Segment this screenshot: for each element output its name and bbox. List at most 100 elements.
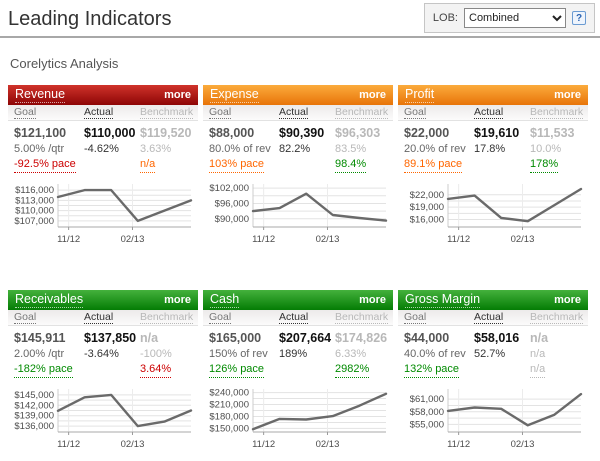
lob-label: LOB: (432, 12, 458, 24)
y-axis-label: $102,000 (209, 183, 249, 194)
top-bar: Leading Indicators LOB: Combined ? (0, 0, 600, 38)
column-headers: Goal Actual Benchmark (398, 105, 588, 121)
actual-column-header: Actual (474, 105, 504, 119)
kpi-values: $88,000 $90,390 $96,303 80.0% of rev 82.… (203, 121, 393, 173)
x-axis-label: 02/13 (316, 439, 340, 450)
goal-pace: 103% pace (209, 158, 265, 173)
column-headers: Goal Actual Benchmark (203, 105, 393, 121)
more-link[interactable]: more (554, 294, 581, 306)
change-row: 20.0% of rev 17.8% 10.0% (398, 143, 588, 158)
trend-line (446, 187, 583, 223)
kpi-card-title: Expense (210, 87, 259, 103)
trend-line (56, 393, 193, 428)
goal-value: $44,000 (404, 331, 450, 345)
y-axis-label: $22,000 (410, 190, 444, 201)
goal-pace: -92.5% pace (14, 158, 76, 173)
kpi-card-header: Cash more (203, 290, 393, 310)
y-axis-label: $116,000 (15, 185, 54, 196)
benchmark-column-header: Benchmark (140, 310, 194, 324)
kpi-card-title: Receivables (15, 292, 84, 308)
page: Leading Indicators LOB: Combined ? Corel… (0, 0, 600, 451)
y-axis-label: $210,000 (209, 400, 249, 411)
change-row: 5.00% /qtr -4.62% 3.63% (8, 143, 198, 158)
goal-pace: 89.1% pace (404, 158, 463, 173)
kpi-values: $44,000 $58,016 n/a 40.0% of rev 52.7% n… (398, 326, 588, 378)
goal-change: 5.00% /qtr (14, 143, 65, 155)
benchmark-value: n/a (140, 331, 159, 345)
column-headers: Goal Actual Benchmark (8, 310, 198, 326)
x-axis-label: 11/12 (57, 234, 80, 245)
y-axis-label: $16,000 (410, 215, 444, 226)
y-axis-label: $19,000 (410, 202, 444, 213)
lob-select[interactable]: Combined (464, 8, 566, 28)
y-axis-label: $142,000 (14, 400, 54, 411)
benchmark-column-header: Benchmark (335, 310, 389, 324)
y-axis-label: $113,000 (15, 195, 54, 206)
cards-grid: Revenue more Goal Actual Benchmark $121,… (0, 85, 600, 451)
more-link[interactable]: more (164, 89, 191, 101)
kpi-card-gross-margin: Gross Margin more Goal Actual Benchmark … (398, 290, 588, 451)
help-icon[interactable]: ? (572, 11, 586, 25)
cards-row-bottom: Receivables more Goal Actual Benchmark $… (8, 290, 600, 451)
actual-value: $58,016 (474, 331, 520, 345)
column-headers: Goal Actual Benchmark (203, 310, 393, 326)
more-link[interactable]: more (359, 294, 386, 306)
benchmark-column-header: Benchmark (140, 105, 194, 119)
change-row: 2.00% /qtr -3.64% -100% (8, 348, 198, 363)
actual-column-header: Actual (279, 310, 309, 324)
column-headers: Goal Actual Benchmark (398, 310, 588, 326)
more-link[interactable]: more (554, 89, 581, 101)
y-axis-label: $58,000 (410, 407, 444, 418)
kpi-card-header: Profit more (398, 85, 588, 105)
actual-column-header: Actual (474, 310, 504, 324)
y-axis-label: $110,000 (15, 206, 54, 217)
goal-column-header: Goal (404, 310, 427, 324)
y-axis-label: $145,000 (14, 390, 54, 401)
actual-change: 82.2% (279, 143, 311, 155)
trend-chart: $61,000 $58,000 $55,000 11/12 02/13 (398, 385, 588, 451)
goal-pace: -182% pace (14, 363, 73, 378)
change-row: 80.0% of rev 82.2% 83.5% (203, 143, 393, 158)
kpi-card-title: Revenue (15, 87, 66, 103)
kpi-card-header: Gross Margin more (398, 290, 588, 310)
y-axis-label: $90,000 (215, 214, 249, 225)
benchmark-change: 10.0% (530, 143, 562, 155)
kpi-values: $165,000 $207,664 $174,826 150% of rev 1… (203, 326, 393, 378)
benchmark-change: n/a (530, 348, 546, 360)
kpi-values: $22,000 $19,610 $11,533 20.0% of rev 17.… (398, 121, 588, 173)
actual-change: 52.7% (474, 348, 506, 360)
x-axis-label: 11/12 (252, 439, 275, 450)
trend-chart: $102,000 $96,000 $90,000 11/12 02/13 (203, 180, 393, 246)
actual-value: $90,390 (279, 126, 325, 140)
more-link[interactable]: more (164, 294, 191, 306)
trend-chart: $22,000 $19,000 $16,000 11/12 02/13 (398, 180, 588, 246)
trend-line (446, 392, 583, 427)
pace-row: 89.1% pace 178% (398, 158, 588, 173)
more-link[interactable]: more (359, 89, 386, 101)
benchmark-change: 83.5% (335, 143, 367, 155)
kpi-card-cash: Cash more Goal Actual Benchmark $165,000… (203, 290, 393, 451)
trend-line (251, 192, 388, 222)
y-axis-label: $61,000 (410, 394, 444, 405)
y-axis-label: $139,000 (14, 411, 54, 422)
page-title: Leading Indicators (8, 8, 172, 30)
actual-change: 17.8% (474, 143, 506, 155)
goal-column-header: Goal (209, 310, 232, 324)
x-axis-label: 02/13 (121, 234, 145, 245)
kpi-card-title: Profit (405, 87, 435, 103)
y-axis-label: $180,000 (209, 411, 249, 422)
actual-value: $19,610 (474, 126, 520, 140)
x-axis-label: 02/13 (316, 234, 340, 245)
actual-value: $110,000 (84, 126, 136, 140)
kpi-card-header: Expense more (203, 85, 393, 105)
benchmark-pace: 3.64% (140, 363, 172, 378)
actual-change: -4.62% (84, 143, 119, 155)
kpi-card-header: Revenue more (8, 85, 198, 105)
pace-row: -182% pace 3.64% (8, 363, 198, 378)
y-axis-label: $240,000 (209, 388, 249, 399)
value-row: $44,000 $58,016 n/a (398, 331, 588, 348)
